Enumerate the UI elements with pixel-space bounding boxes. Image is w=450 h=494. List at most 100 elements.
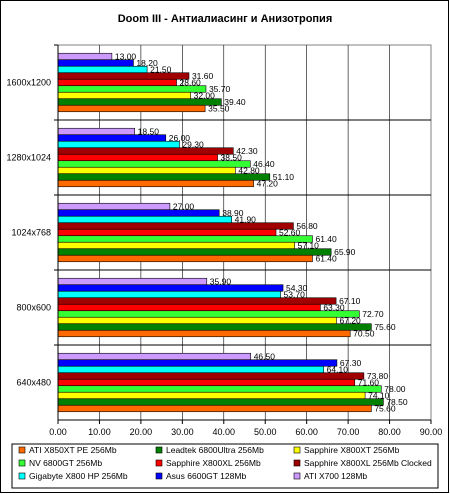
legend-swatch [18, 472, 26, 480]
data-label: 51.10 [273, 172, 295, 182]
data-label: 74.10 [368, 390, 390, 400]
data-label: 78.00 [384, 384, 406, 394]
data-label: 67.20 [340, 315, 362, 325]
bar [57, 310, 360, 318]
data-label: 53.70 [284, 289, 306, 299]
data-label: 70.50 [353, 328, 375, 338]
data-label: 18.50 [138, 126, 160, 136]
legend-swatch [155, 446, 163, 454]
chart-title: Doom III - Антиалиасинг и Анизотропия [118, 13, 333, 25]
data-label: 75.60 [374, 403, 396, 413]
category-label: 1280x1024 [6, 153, 51, 163]
data-label: 38.90 [222, 208, 244, 218]
bar [57, 329, 351, 338]
legend-entry: NV 6800GT 256Mb [29, 458, 102, 468]
data-label: 32.00 [194, 90, 216, 100]
bar [57, 241, 295, 250]
bar [57, 104, 206, 113]
x-tick-label: 50.00 [254, 427, 277, 437]
bar [57, 365, 324, 374]
bar [57, 277, 208, 286]
data-label: 38.50 [221, 152, 243, 162]
bar [57, 359, 338, 367]
data-label: 42.80 [238, 165, 260, 175]
bar [57, 352, 252, 361]
data-label: 46.40 [253, 159, 275, 169]
bar [57, 323, 372, 331]
data-label: 56.80 [296, 221, 318, 231]
bar [57, 202, 171, 211]
data-label: 54.30 [286, 283, 308, 293]
legend-entry: ATI X700 128Mb [304, 471, 367, 481]
bar [57, 147, 234, 155]
data-label: 21.50 [150, 64, 172, 74]
bar [57, 404, 372, 413]
legend-swatch [18, 446, 26, 454]
data-label: 29.30 [182, 139, 204, 149]
bar [57, 316, 337, 325]
data-label: 28.60 [180, 77, 202, 87]
legend-swatch [293, 472, 301, 480]
bar [57, 209, 220, 217]
data-label: 71.60 [358, 377, 380, 387]
data-label: 67.10 [339, 296, 361, 306]
legend-swatch [18, 459, 26, 467]
data-label: 78.50 [386, 397, 408, 407]
category-label: 800x600 [16, 303, 51, 313]
bar [57, 85, 207, 93]
data-label: 39.40 [224, 97, 246, 107]
category-label: 640x480 [16, 378, 51, 388]
bar [57, 173, 271, 181]
bar [57, 248, 332, 256]
data-label: 27.00 [173, 201, 195, 211]
bar [57, 398, 384, 406]
bar [57, 235, 313, 243]
legend-entry: Gigabyte X800 HP 256Mb [29, 471, 128, 481]
legend-entry: Asus 6600GT 128Mb [166, 471, 246, 481]
legend-entry: Sapphire X800XT 256Mb [304, 445, 400, 455]
data-label: 61.40 [315, 234, 337, 244]
bar [57, 372, 365, 380]
bar [57, 179, 254, 188]
data-label: 47.20 [257, 178, 279, 188]
bar [57, 160, 251, 168]
x-tick-label: 90.00 [420, 427, 443, 437]
data-label: 42.30 [236, 146, 258, 156]
bar [57, 65, 148, 74]
data-label: 41.90 [235, 214, 257, 224]
data-label: 52.60 [279, 227, 301, 237]
legend-box [11, 443, 439, 489]
legend-swatch [293, 459, 301, 467]
legend-entry: Sapphire X800XL 256Mb Clocked [304, 458, 432, 468]
x-tick-label: 0.00 [49, 427, 67, 437]
x-tick-label: 10.00 [88, 427, 111, 437]
bar [57, 228, 277, 237]
data-label: 57.10 [298, 240, 320, 250]
legend-entry: Sapphire X800XL 256Mb [166, 458, 261, 468]
data-label: 46.50 [254, 351, 276, 361]
data-label: 31.60 [192, 71, 214, 81]
data-label: 73.80 [367, 371, 389, 381]
bar [57, 72, 190, 80]
bar [57, 378, 356, 387]
legend-entry: ATI X850XT PE 256Mb [29, 445, 117, 455]
data-label: 35.70 [209, 84, 231, 94]
legend-swatch [155, 459, 163, 467]
x-tick-label: 80.00 [378, 427, 401, 437]
data-label: 26.00 [169, 133, 191, 143]
category-label: 1600x1200 [6, 78, 51, 88]
bar [57, 52, 113, 61]
data-label: 35.50 [208, 103, 230, 113]
data-label: 67.30 [340, 358, 362, 368]
data-label: 18.20 [136, 58, 158, 68]
data-label: 65.90 [334, 247, 356, 257]
legend-entry: Leadtek 6800Ultra 256Mb [166, 445, 264, 455]
bar [57, 91, 191, 100]
data-label: 72.70 [362, 309, 384, 319]
bar [57, 140, 180, 149]
x-tick-label: 20.00 [130, 427, 153, 437]
bar [57, 290, 281, 299]
x-tick-label: 70.00 [337, 427, 360, 437]
bar [57, 166, 236, 175]
